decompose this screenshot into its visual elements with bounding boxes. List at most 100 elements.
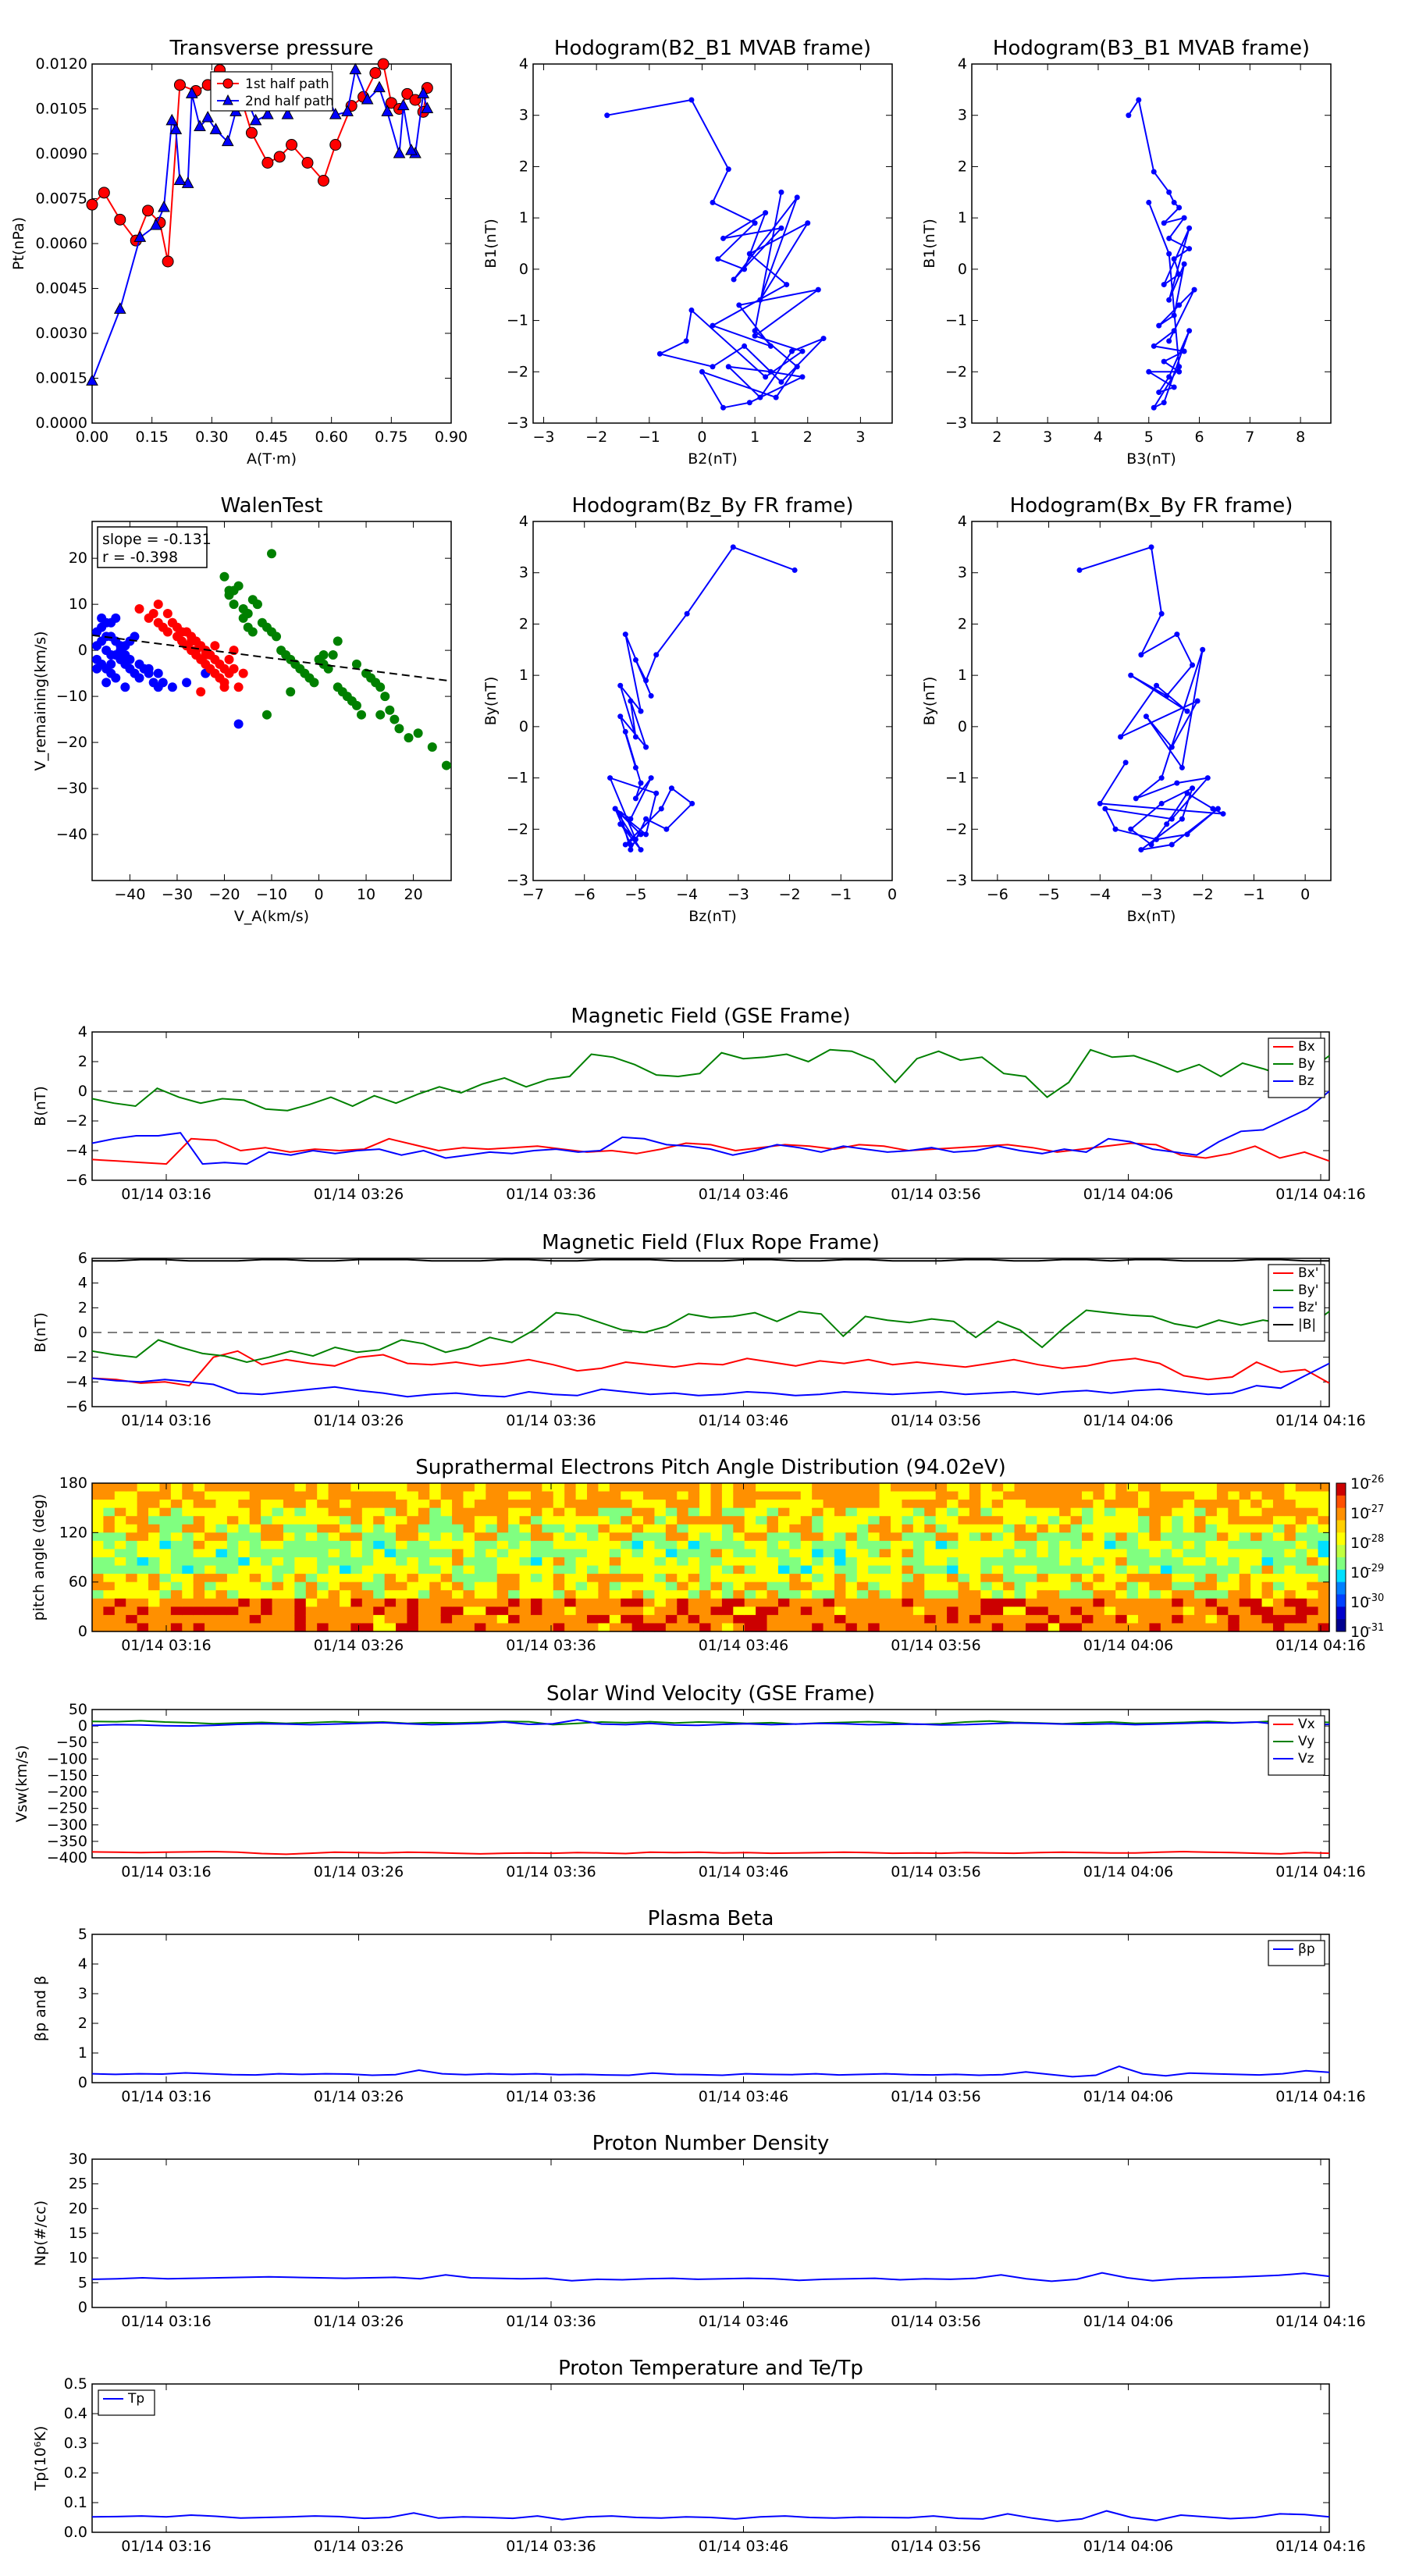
heatmap-cell [631,1500,644,1509]
heatmap-cell [823,1483,835,1493]
x-tick-label: −6 [574,886,596,903]
heatmap-cell [519,1606,532,1616]
chart-title: Hodogram(B3_B1 MVAB frame) [993,37,1310,60]
heatmap-cell [924,1598,937,1607]
legend-label: Bz' [1298,1300,1318,1315]
heatmap-cell [1093,1598,1105,1607]
heatmap-cell [767,1565,779,1574]
heatmap-cell [418,1549,430,1558]
heatmap-cell [902,1516,914,1525]
x-tick-label: 1 [750,429,759,446]
data-point [1156,322,1162,329]
heatmap-cell [575,1491,588,1500]
heatmap-cell [1025,1574,1037,1583]
heatmap-cell [710,1614,723,1624]
heatmap-cell [1048,1507,1060,1517]
data-point [767,343,774,349]
data-point [1154,682,1160,688]
chart-transverse-pressure: Transverse pressure0.00000.00150.00300.0… [10,37,468,468]
heatmap-cell [407,1598,419,1607]
heatmap-cell [699,1574,712,1583]
heatmap-cell [553,1500,565,1509]
data-point [341,105,354,116]
heatmap-cell [677,1532,689,1542]
heatmap-cell [1318,1483,1330,1493]
heatmap-cell [384,1614,397,1624]
heatmap-cell [1093,1507,1105,1517]
heatmap-cell [812,1549,824,1558]
heatmap-cell [902,1500,914,1509]
heatmap-cell [587,1549,599,1558]
y-tick-label: −40 [56,826,87,843]
heatmap-cell [856,1598,869,1607]
heatmap-cell [834,1532,847,1542]
x-tick-label: 0.45 [255,429,288,446]
heatmap-cell [396,1524,408,1533]
heatmap-cell [789,1516,802,1525]
heatmap-cell [1003,1590,1016,1599]
data-point [1176,302,1183,308]
heatmap-cell [1284,1483,1297,1493]
y-tick-label: 2 [519,158,528,175]
heatmap-cell [654,1491,667,1500]
heatmap-cell [891,1565,903,1574]
data-point [1174,780,1180,786]
heatmap-cell [564,1614,577,1624]
heatmap-cell [384,1516,397,1525]
heatmap-cell [1070,1491,1083,1500]
heatmap-cell [486,1590,498,1599]
heatmap-cell [496,1549,509,1558]
heatmap-cell [474,1574,486,1583]
data-point [1156,390,1162,396]
heatmap-cell [756,1549,768,1558]
legend-box [1268,1940,1325,1966]
heatmap-cell [373,1540,386,1550]
data-point [1161,282,1167,288]
heatmap-cell [126,1549,138,1558]
data-point [194,119,206,131]
heatmap-cell [1025,1500,1037,1509]
chart-title: Magnetic Field (Flux Rope Frame) [542,1231,880,1254]
heatmap-cell [159,1516,172,1525]
heatmap-cell [991,1549,1004,1558]
heatmap-cell [609,1557,621,1567]
heatmap-cell [1272,1598,1285,1607]
x-tick-label: −5 [1038,886,1060,903]
heatmap-cell [1295,1582,1307,1591]
heatmap-cell [182,1614,194,1624]
heatmap-cell [575,1565,588,1574]
data-point [144,664,154,674]
heatmap-cell [924,1606,937,1616]
heatmap-cell [879,1557,891,1567]
y-tick-label: 4 [519,55,528,73]
legend-label: Tp [127,2391,144,2407]
heatmap-cell [665,1549,678,1558]
heatmap-cell [553,1598,565,1607]
heatmap-cell [1307,1614,1319,1624]
heatmap-cell [103,1590,116,1599]
heatmap-cell [283,1549,295,1558]
heatmap-cell [969,1540,981,1550]
heatmap-cell [834,1574,847,1583]
heatmap-cell [1070,1540,1083,1550]
heatmap-cell [486,1614,498,1624]
x-tick-label: 0.90 [435,429,468,446]
heatmap-cell [1070,1623,1083,1632]
heatmap-cell [418,1532,430,1542]
heatmap-cell [1070,1549,1083,1558]
y-tick-label: −3 [945,415,967,432]
y-tick-label: 10 [69,596,87,613]
data-point [1166,235,1172,241]
heatmap-cell [958,1549,970,1558]
heatmap-cell [598,1557,610,1567]
heatmap-cell [868,1532,880,1542]
heatmap-cell [238,1557,251,1567]
heatmap-cell [1194,1507,1207,1517]
y-tick-label: 20 [69,2200,87,2217]
heatmap-cell [148,1516,161,1525]
heatmap-cell [733,1623,745,1632]
heatmap-cell [868,1549,880,1558]
heatmap-cell [103,1500,116,1509]
heatmap-cell [1003,1549,1016,1558]
heatmap-cell [305,1623,318,1632]
